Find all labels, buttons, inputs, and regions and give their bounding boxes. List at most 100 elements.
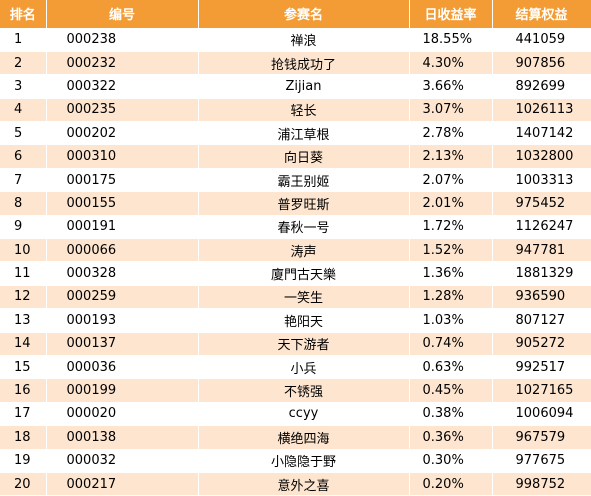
header-row: 排名 编号 参赛名 日收益率 结算权益: [0, 0, 591, 29]
code-cell: 000066: [46, 238, 199, 263]
code-cell: 000020: [46, 402, 199, 427]
settled-equity-cell: 998752: [492, 472, 591, 496]
daily-return-cell: 0.36%: [409, 425, 493, 450]
table-row: 19 000032 小隐隐于野 0.30% 977675: [0, 449, 591, 473]
daily-return-cell: 0.74%: [409, 332, 493, 356]
header-daily-return: 日收益率: [409, 0, 493, 29]
code-cell: 000199: [46, 378, 199, 403]
header-rank: 排名: [0, 0, 47, 29]
rank-cell: 11: [0, 261, 47, 286]
name-cell: 廈門古天樂: [198, 261, 410, 286]
ranking-table-header: 排名 编号 参赛名 日收益率 结算权益: [0, 0, 591, 29]
table-row: 3 000322 Zijian 3.66% 892699: [0, 74, 591, 99]
code-cell: 000238: [46, 28, 199, 52]
name-cell: 一笑生: [198, 285, 410, 310]
name-cell: 禅浪: [198, 28, 410, 52]
daily-return-cell: 2.01%: [409, 191, 493, 216]
rank-cell: 10: [0, 238, 47, 263]
daily-return-cell: 18.55%: [409, 28, 493, 52]
table-row: 20 000217 意外之喜 0.20% 998752: [0, 472, 591, 496]
settled-equity-cell: 977675: [492, 449, 591, 473]
header-settled-equity: 结算权益: [492, 0, 591, 29]
rank-cell: 8: [0, 191, 47, 216]
table-row: 18 000138 横绝四海 0.36% 967579: [0, 425, 591, 450]
rank-cell: 20: [0, 472, 47, 496]
settled-equity-cell: 1881329: [492, 261, 591, 286]
settled-equity-cell: 936590: [492, 285, 591, 310]
header-code: 编号: [46, 0, 199, 29]
table-row: 5 000202 浦江草根 2.78% 1407142: [0, 121, 591, 146]
name-cell: 小隐隐于野: [198, 449, 410, 473]
table-row: 8 000155 普罗旺斯 2.01% 975452: [0, 191, 591, 216]
settled-equity-cell: 892699: [492, 74, 591, 99]
rank-cell: 4: [0, 98, 47, 123]
name-cell: 抢钱成功了: [198, 51, 410, 76]
name-cell: 向日葵: [198, 144, 410, 169]
code-cell: 000202: [46, 121, 199, 146]
code-cell: 000137: [46, 332, 199, 356]
daily-return-cell: 1.28%: [409, 285, 493, 310]
code-cell: 000036: [46, 355, 199, 380]
daily-return-cell: 0.38%: [409, 402, 493, 427]
daily-return-cell: 1.72%: [409, 215, 493, 240]
table-row: 12 000259 一笑生 1.28% 936590: [0, 285, 591, 310]
table-row: 11 000328 廈門古天樂 1.36% 1881329: [0, 261, 591, 286]
daily-return-cell: 3.66%: [409, 74, 493, 99]
settled-equity-cell: 907856: [492, 51, 591, 76]
table-row: 15 000036 小兵 0.63% 992517: [0, 355, 591, 380]
daily-return-cell: 0.30%: [409, 449, 493, 473]
table-row: 7 000175 霸王别姬 2.07% 1003313: [0, 168, 591, 193]
rank-cell: 9: [0, 215, 47, 240]
table-row: 16 000199 不锈强 0.45% 1027165: [0, 378, 591, 403]
ranking-table-body: 1 000238 禅浪 18.55% 441059 2 000232 抢钱成功了 4.30% 90…: [0, 28, 591, 496]
settled-equity-cell: 1027165: [492, 378, 591, 403]
table-row: 9 000191 春秋一号 1.72% 1126247: [0, 215, 591, 240]
name-cell: 不锈强: [198, 378, 410, 403]
code-cell: 000232: [46, 51, 199, 76]
daily-return-cell: 0.63%: [409, 355, 493, 380]
rank-cell: 15: [0, 355, 47, 380]
code-cell: 000138: [46, 425, 199, 450]
rank-cell: 13: [0, 308, 47, 333]
settled-equity-cell: 1026113: [492, 98, 591, 123]
name-cell: 意外之喜: [198, 472, 410, 496]
settled-equity-cell: 947781: [492, 238, 591, 263]
name-cell: 春秋一号: [198, 215, 410, 240]
code-cell: 000217: [46, 472, 199, 496]
table-row: 6 000310 向日葵 2.13% 1032800: [0, 144, 591, 169]
name-cell: 浦江草根: [198, 121, 410, 146]
rank-cell: 1: [0, 28, 47, 52]
code-cell: 000191: [46, 215, 199, 240]
rank-cell: 17: [0, 402, 47, 427]
table-row: 13 000193 艳阳天 1.03% 807127: [0, 308, 591, 333]
table-row: 2 000232 抢钱成功了 4.30% 907856: [0, 51, 591, 76]
settled-equity-cell: 1006094: [492, 402, 591, 427]
settled-equity-cell: 441059: [492, 28, 591, 52]
daily-return-cell: 2.07%: [409, 168, 493, 193]
rank-cell: 18: [0, 425, 47, 450]
daily-return-cell: 1.03%: [409, 308, 493, 333]
rank-cell: 14: [0, 332, 47, 356]
settled-equity-cell: 992517: [492, 355, 591, 380]
daily-return-cell: 0.45%: [409, 378, 493, 403]
table-row: 1 000238 禅浪 18.55% 441059: [0, 28, 591, 52]
name-cell: 涛声: [198, 238, 410, 263]
rank-cell: 19: [0, 449, 47, 473]
name-cell: 小兵: [198, 355, 410, 380]
name-cell: Zijian: [198, 74, 410, 99]
code-cell: 000328: [46, 261, 199, 286]
daily-return-cell: 2.13%: [409, 144, 493, 169]
name-cell: 艳阳天: [198, 308, 410, 333]
daily-return-cell: 1.36%: [409, 261, 493, 286]
settled-equity-cell: 905272: [492, 332, 591, 356]
rank-cell: 12: [0, 285, 47, 310]
rank-cell: 16: [0, 378, 47, 403]
settled-equity-cell: 967579: [492, 425, 591, 450]
settled-equity-cell: 1003313: [492, 168, 591, 193]
daily-return-cell: 4.30%: [409, 51, 493, 76]
code-cell: 000155: [46, 191, 199, 216]
code-cell: 000310: [46, 144, 199, 169]
code-cell: 000175: [46, 168, 199, 193]
name-cell: 横绝四海: [198, 425, 410, 450]
